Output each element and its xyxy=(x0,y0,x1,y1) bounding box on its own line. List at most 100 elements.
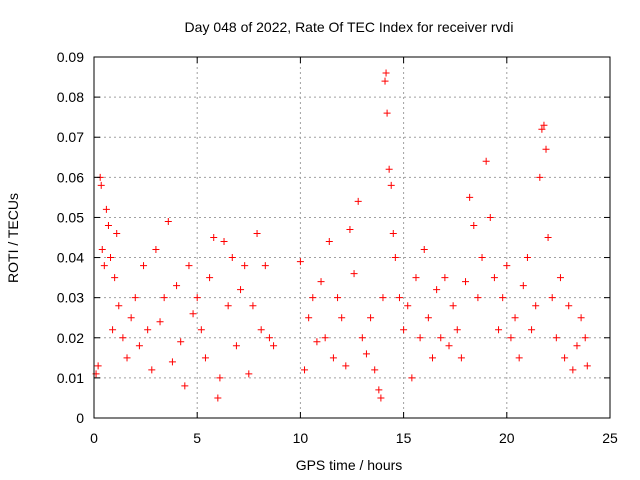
data-point xyxy=(156,318,164,326)
data-point xyxy=(135,342,143,350)
x-tick-labels: 0 5 10 15 20 25 xyxy=(90,430,618,446)
data-point xyxy=(164,217,172,225)
y-tick-label: 0.09 xyxy=(57,49,84,65)
data-point xyxy=(362,350,370,358)
y-tick-label: 0 xyxy=(76,410,84,426)
data-point xyxy=(433,286,441,294)
data-point xyxy=(565,302,573,310)
data-point xyxy=(515,354,523,362)
data-point xyxy=(367,314,375,322)
data-point xyxy=(573,342,581,350)
x-tick-label: 25 xyxy=(602,430,618,446)
data-point xyxy=(296,258,304,266)
data-point xyxy=(152,246,160,254)
data-point xyxy=(420,246,428,254)
data-point xyxy=(228,254,236,262)
data-point xyxy=(265,334,273,342)
data-point xyxy=(416,334,424,342)
data-point xyxy=(577,314,585,322)
data-point xyxy=(160,294,168,302)
data-point xyxy=(237,286,245,294)
data-point xyxy=(253,229,261,237)
y-tick-label: 0.08 xyxy=(57,89,84,105)
data-point xyxy=(102,205,110,213)
data-point xyxy=(214,394,222,402)
data-point xyxy=(224,302,232,310)
data-point xyxy=(181,382,189,390)
data-point xyxy=(131,294,139,302)
data-point xyxy=(113,229,121,237)
y-tick-label: 0.06 xyxy=(57,169,84,185)
data-point xyxy=(395,294,403,302)
data-point xyxy=(334,294,342,302)
data-point xyxy=(325,238,333,246)
data-point xyxy=(581,334,589,342)
data-point xyxy=(404,302,412,310)
data-point xyxy=(385,165,393,173)
data-point xyxy=(387,181,395,189)
data-point xyxy=(245,370,253,378)
data-point xyxy=(400,326,408,334)
data-point xyxy=(119,334,127,342)
y-tick-label: 0.03 xyxy=(57,290,84,306)
data-point xyxy=(313,338,321,346)
data-point xyxy=(371,366,379,374)
data-point xyxy=(519,282,527,290)
plot-frame xyxy=(93,56,611,419)
data-point xyxy=(428,354,436,362)
x-tick-label: 15 xyxy=(396,430,412,446)
data-point xyxy=(470,221,478,229)
data-point xyxy=(257,326,265,334)
data-point xyxy=(197,326,205,334)
data-point xyxy=(441,274,449,282)
data-point xyxy=(538,125,546,133)
data-point xyxy=(193,294,201,302)
data-point xyxy=(466,193,474,201)
data-point xyxy=(140,262,148,270)
data-point xyxy=(94,362,102,370)
data-point xyxy=(445,342,453,350)
y-tick-label: 0.01 xyxy=(57,370,84,386)
data-point xyxy=(321,334,329,342)
data-point xyxy=(115,302,123,310)
data-point xyxy=(486,213,494,221)
data-point xyxy=(98,246,106,254)
data-point xyxy=(457,354,465,362)
chart-title: Day 048 of 2022, Rate Of TEC Index for r… xyxy=(185,19,514,35)
data-point xyxy=(389,229,397,237)
y-tick-labels: 0 0.01 0.02 0.03 0.04 0.05 0.06 0.07 0.08 0.09 xyxy=(57,49,84,426)
data-point xyxy=(241,262,249,270)
data-point xyxy=(382,69,390,77)
data-point xyxy=(391,254,399,262)
data-point xyxy=(177,338,185,346)
x-tick-label: 20 xyxy=(499,430,515,446)
data-point xyxy=(453,326,461,334)
data-point xyxy=(507,334,515,342)
data-point xyxy=(189,310,197,318)
data-point xyxy=(350,270,358,278)
x-tick-label: 5 xyxy=(193,430,201,446)
data-point xyxy=(107,254,115,262)
data-point xyxy=(109,326,117,334)
y-axis-label: ROTI / TECUs xyxy=(5,193,21,283)
y-tick-label: 0.05 xyxy=(57,209,84,225)
data-point xyxy=(408,374,416,382)
data-point xyxy=(569,366,577,374)
data-point xyxy=(552,334,560,342)
data-point xyxy=(232,342,240,350)
x-axis-label: GPS time / hours xyxy=(296,457,403,473)
data-point xyxy=(168,358,176,366)
data-point xyxy=(173,282,181,290)
data-point xyxy=(379,294,387,302)
data-point xyxy=(127,314,135,322)
data-points xyxy=(92,69,591,402)
data-point xyxy=(503,262,511,270)
data-point xyxy=(561,354,569,362)
data-point xyxy=(100,262,108,270)
data-point xyxy=(548,294,556,302)
data-point xyxy=(97,181,105,189)
data-point xyxy=(412,274,420,282)
data-point xyxy=(375,386,383,394)
data-point xyxy=(329,354,337,362)
data-point xyxy=(220,238,228,246)
